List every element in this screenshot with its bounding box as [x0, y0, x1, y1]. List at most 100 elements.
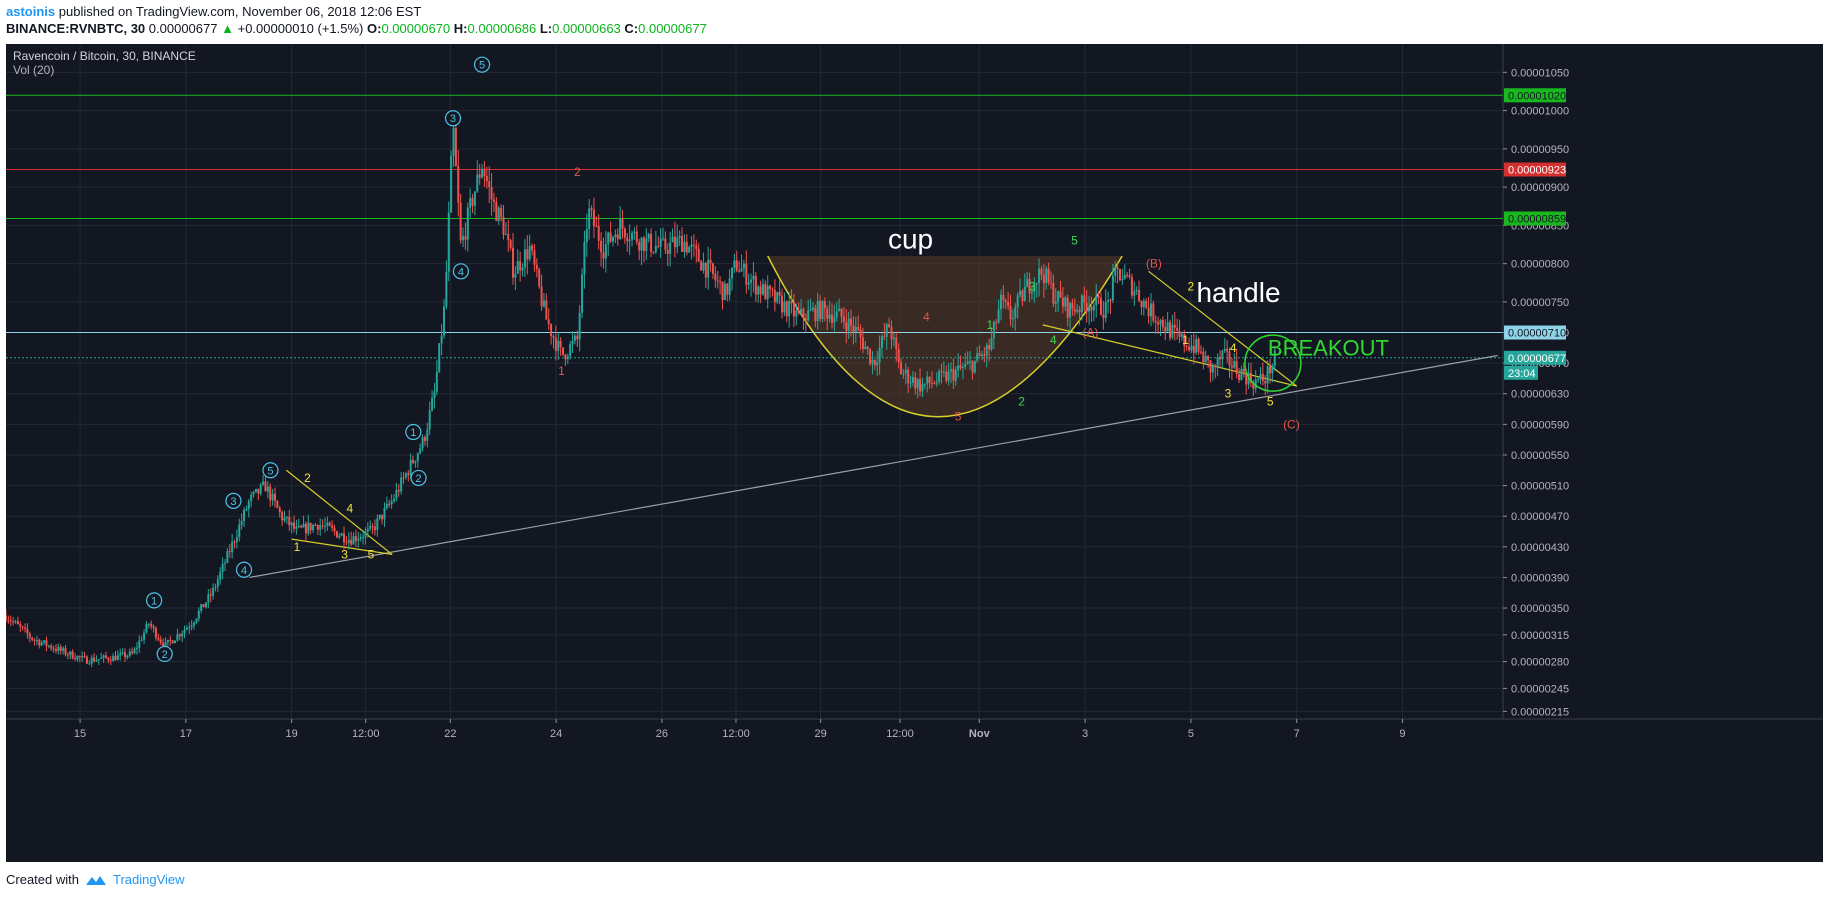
close-label: C:: [624, 21, 639, 36]
candle-body: [235, 537, 238, 542]
candle-body: [1218, 357, 1221, 360]
candle-body: [345, 542, 348, 544]
candle-body: [347, 539, 350, 543]
candle-body: [14, 621, 17, 623]
candle-body: [252, 491, 255, 495]
candle-body: [1059, 291, 1062, 298]
y-tick-label: 0.00001000: [1511, 106, 1569, 118]
candle-body: [916, 379, 919, 389]
candle-body: [128, 651, 131, 656]
candle-body: [421, 437, 424, 449]
x-tick-label: 29: [814, 728, 826, 740]
candle-body: [885, 324, 888, 337]
candle-body: [1238, 373, 1241, 380]
candle-body: [1230, 365, 1233, 368]
candle-body: [59, 647, 62, 651]
candle-body: [64, 648, 67, 655]
candle-body: [640, 237, 643, 251]
open-value: 0.00000670: [381, 21, 451, 36]
candle-body: [176, 634, 179, 641]
candle-body: [166, 639, 169, 643]
candle-body: [328, 522, 331, 526]
wave-circle-marker: [262, 462, 279, 479]
candle-body: [581, 274, 584, 313]
candle-body: [1228, 351, 1231, 366]
candle-body: [602, 252, 605, 259]
candle-body: [690, 244, 693, 248]
candle-body: [654, 245, 657, 252]
candle-body: [62, 648, 65, 651]
candle-body: [33, 639, 36, 641]
candle-body: [1233, 360, 1236, 368]
candle-body: [642, 237, 645, 252]
candle-body: [681, 235, 684, 252]
candle-body: [1271, 366, 1274, 374]
candle-body: [97, 658, 100, 661]
price-axis-bg: [1503, 44, 1823, 862]
candle-body: [28, 633, 31, 638]
price-chart[interactable]: 123451234512345124512345(A)(B)(C)12345cu…: [6, 44, 1823, 862]
candle-body: [745, 263, 748, 285]
candle-body: [326, 522, 329, 526]
chart-panel[interactable]: 1 2 3 4 5 1 2 3 4 5 1 2 3 4 5 1 2 4 5 1 2 3 4 5 (A) (B) (C) 1 2 3 4 5 cu…: [6, 44, 1823, 862]
candle-body: [876, 362, 879, 366]
candle-body: [566, 356, 569, 360]
created-with-text: Created with: [6, 872, 79, 887]
candle-body: [1009, 305, 1012, 320]
candle-body: [683, 241, 686, 252]
candle-body: [540, 286, 543, 307]
price-level-label: 0.00001020: [1508, 90, 1566, 102]
candle-body: [531, 245, 534, 251]
tradingview-logo-icon: [85, 875, 106, 885]
y-tick-label: 0.00000900: [1511, 182, 1569, 194]
candle-body: [485, 175, 488, 182]
candle-body: [340, 533, 343, 536]
candle-body: [428, 410, 431, 430]
candle-body: [507, 234, 510, 241]
candle-body: [607, 232, 610, 245]
wave-label: 5: [1267, 394, 1274, 408]
candle-body: [1080, 295, 1083, 312]
up-arrow-icon: ▲: [221, 21, 234, 36]
candle-body: [757, 286, 760, 295]
candle-body: [185, 627, 188, 630]
wave-label: 5: [267, 465, 273, 477]
candle-body: [1088, 306, 1091, 312]
candle-body: [1240, 369, 1243, 380]
candle-body: [880, 336, 883, 348]
wave-label: 4: [346, 502, 353, 516]
candle-body: [183, 629, 186, 634]
candle-body: [645, 238, 648, 252]
candle-body: [1092, 305, 1095, 311]
candle-body: [854, 326, 857, 332]
candle-body: [714, 273, 717, 281]
candle-body: [802, 309, 805, 319]
cup-curve: [767, 255, 1123, 418]
price-level-label: 0.00000710: [1508, 328, 1566, 340]
candle-body: [988, 345, 991, 350]
wave-circle-marker: [452, 263, 470, 280]
x-tick-label: 26: [656, 728, 668, 740]
candle-body: [571, 340, 574, 345]
candle-body: [733, 260, 736, 268]
wave-label: 2: [574, 165, 581, 179]
candle-body: [190, 625, 193, 628]
candle-body: [940, 371, 943, 373]
price-level-tag: [1504, 211, 1566, 226]
author-link[interactable]: astoinis: [6, 4, 56, 19]
candle-body: [1259, 374, 1262, 380]
candle-body: [719, 281, 722, 283]
y-tick-label: 0.00000800: [1511, 259, 1569, 271]
candle-body: [1171, 324, 1174, 338]
candle-body: [938, 371, 941, 382]
tradingview-link[interactable]: TradingView: [112, 872, 185, 887]
candle-body: [1185, 345, 1188, 348]
candle-body: [157, 637, 160, 640]
candle-body: [814, 307, 817, 321]
wave-label: 5: [955, 410, 962, 424]
candle-body: [959, 365, 962, 369]
candle-body: [895, 337, 898, 350]
candle-body: [754, 275, 757, 295]
candle-body: [388, 503, 391, 505]
candle-body: [842, 316, 845, 323]
